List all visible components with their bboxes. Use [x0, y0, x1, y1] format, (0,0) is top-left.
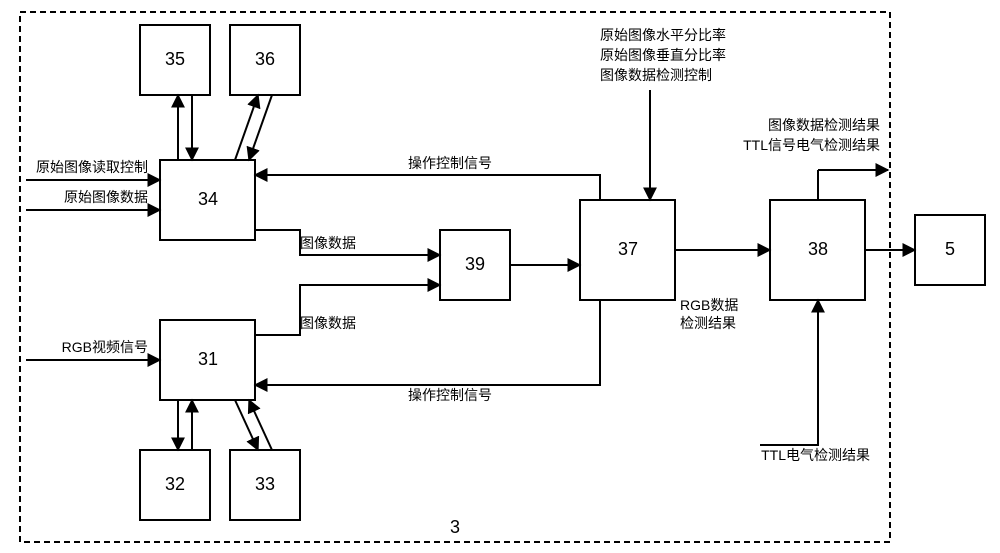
- node-5: 5: [915, 215, 985, 285]
- node-39: 39: [440, 230, 510, 300]
- node-38: 38: [770, 200, 865, 300]
- svg-text:5: 5: [945, 239, 955, 259]
- svg-text:34: 34: [198, 189, 218, 209]
- arrow-36-34-down: [249, 95, 272, 160]
- svg-text:39: 39: [465, 254, 485, 274]
- svg-text:32: 32: [165, 474, 185, 494]
- node-36: 36: [230, 25, 300, 95]
- svg-text:35: 35: [165, 49, 185, 69]
- arrow-33-31-up: [249, 400, 272, 450]
- arrow-37-34: [255, 175, 600, 200]
- label-imgdetres: 图像数据检测结果: [768, 117, 880, 133]
- label-imgdetctrl: 图像数据检测控制: [600, 67, 712, 83]
- node-34: 34: [160, 160, 255, 240]
- label-rgb-video: RGB视频信号: [62, 339, 148, 355]
- svg-text:31: 31: [198, 349, 218, 369]
- label-ttlelecres: TTL信号电气检测结果: [743, 137, 880, 153]
- label-ttlelec: TTL电气检测结果: [761, 447, 870, 463]
- label-rgb-det-2: 检测结果: [680, 315, 736, 331]
- node-35: 35: [140, 25, 210, 95]
- label-31-39: 图像数据: [300, 315, 356, 331]
- label-opctrl-31: 操作控制信号: [408, 387, 492, 403]
- node-33: 33: [230, 450, 300, 520]
- label-opctrl-34: 操作控制信号: [408, 155, 492, 171]
- svg-text:38: 38: [808, 239, 828, 259]
- module-frame-label: 3: [450, 517, 460, 537]
- label-rgb-det-1: RGB数据: [680, 297, 738, 313]
- svg-text:33: 33: [255, 474, 275, 494]
- label-hres: 原始图像水平分比率: [600, 27, 726, 43]
- node-37: 37: [580, 200, 675, 300]
- arrow-31-33-down: [235, 400, 258, 450]
- arrow-34-36-up: [235, 95, 258, 160]
- arrow-37-31: [255, 300, 600, 385]
- label-vres: 原始图像垂直分比率: [600, 47, 726, 63]
- svg-text:36: 36: [255, 49, 275, 69]
- svg-text:37: 37: [618, 239, 638, 259]
- label-orig-img-data: 原始图像数据: [64, 189, 148, 205]
- node-32: 32: [140, 450, 210, 520]
- label-34-39: 图像数据: [300, 235, 356, 251]
- node-31: 31: [160, 320, 255, 400]
- label-orig-read-ctrl: 原始图像读取控制: [36, 159, 148, 175]
- arrow-ttl-38: [760, 300, 818, 445]
